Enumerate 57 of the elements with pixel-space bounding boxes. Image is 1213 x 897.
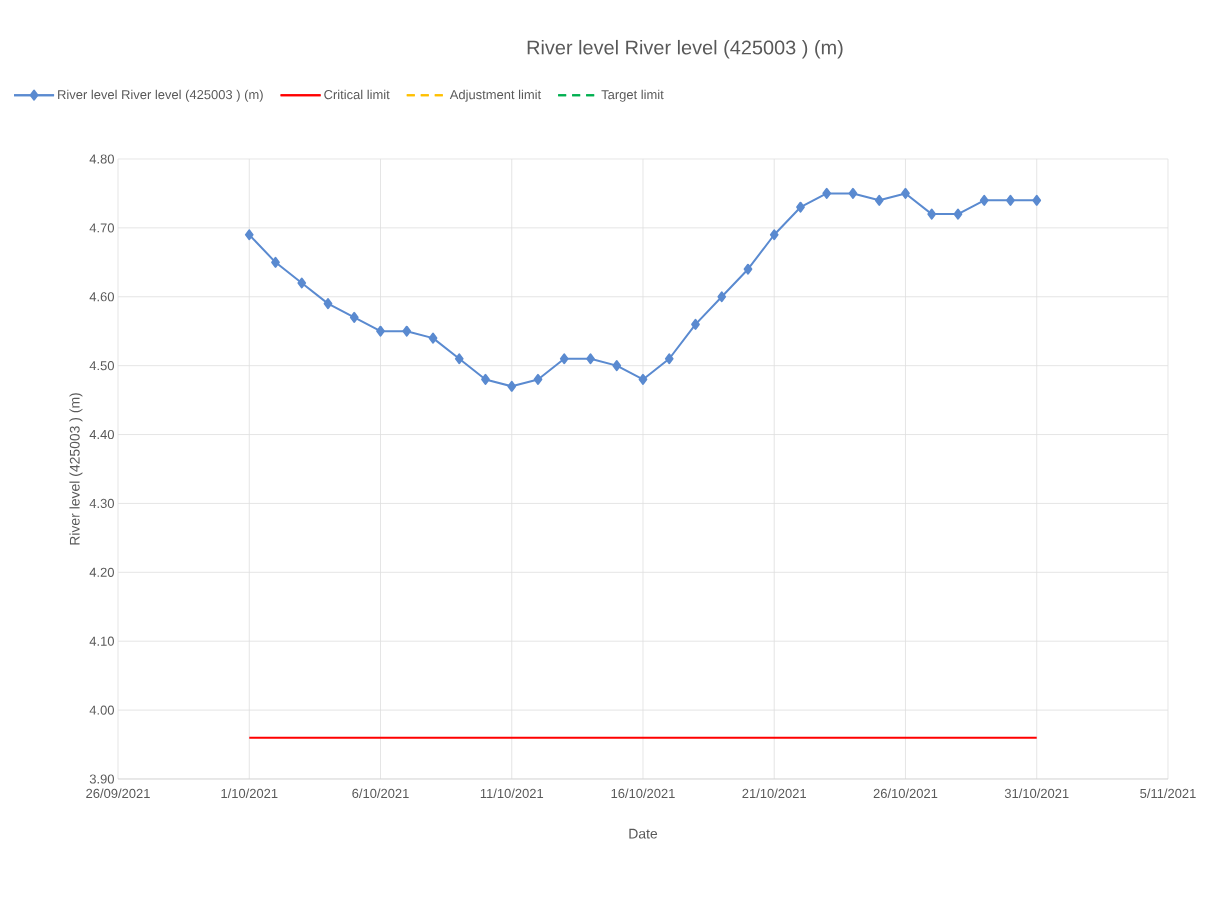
point [691, 318, 700, 330]
y-tick-label: 4.40 [89, 429, 114, 440]
point [507, 380, 517, 392]
y-tick-label: 4.60 [89, 292, 114, 302]
point [979, 194, 989, 206]
x-tick-label: 11/10/2021 [480, 788, 544, 799]
point [323, 298, 333, 310]
legend-label: Target limit [601, 89, 664, 102]
point [481, 373, 490, 385]
point [953, 208, 963, 220]
point [664, 353, 674, 365]
point [297, 277, 307, 289]
y-tick-label: 3.90 [89, 774, 114, 784]
chart-title: River level River level (425003 ) (m) [527, 39, 843, 59]
x-tick-label: 1/10/2021 [221, 788, 278, 799]
point [927, 208, 937, 220]
point [428, 332, 438, 344]
point [901, 187, 910, 199]
point [1032, 194, 1042, 206]
point [533, 373, 543, 385]
point [559, 353, 569, 365]
x-tick-label: 26/09/2021 [86, 788, 150, 799]
point [402, 325, 412, 337]
legend-label: Adjustment limit [449, 89, 542, 102]
x-tick-label: 21/10/2021 [742, 788, 806, 799]
point [769, 229, 779, 241]
legend-label: River level River level (425003 ) (m) [58, 89, 263, 102]
point [822, 187, 832, 199]
x-tick-label: 6/10/2021 [352, 788, 409, 799]
y-tick-label: 4.10 [89, 636, 114, 646]
point [586, 353, 595, 365]
point [717, 291, 727, 303]
point [1006, 194, 1015, 206]
x-axis-title: Date [629, 828, 658, 839]
point [612, 360, 622, 372]
point [796, 201, 805, 213]
point [848, 187, 858, 199]
point [349, 311, 359, 323]
point [638, 373, 648, 385]
point [244, 229, 254, 241]
y-tick-label: 4.00 [89, 705, 114, 715]
point [376, 325, 385, 337]
legend-label: Critical limit [324, 89, 390, 100]
x-tick-label: 5/11/2021 [1140, 788, 1196, 799]
y-tick-label: 4.20 [89, 567, 114, 577]
point [454, 353, 464, 365]
point [271, 256, 280, 268]
y-tick-label: 4.80 [89, 154, 114, 164]
y-axis-title: River level (425003 ) (m) [69, 393, 83, 545]
point [874, 194, 884, 206]
y-tick-label: 4.30 [89, 498, 114, 509]
y-tick-label: 4.50 [89, 361, 114, 371]
y-tick-label: 4.70 [89, 223, 114, 233]
x-tick-label: 31/10/2021 [1004, 788, 1069, 799]
point [743, 263, 753, 275]
x-tick-label: 16/10/2021 [611, 788, 675, 799]
x-tick-label: 26/10/2021 [873, 788, 938, 799]
